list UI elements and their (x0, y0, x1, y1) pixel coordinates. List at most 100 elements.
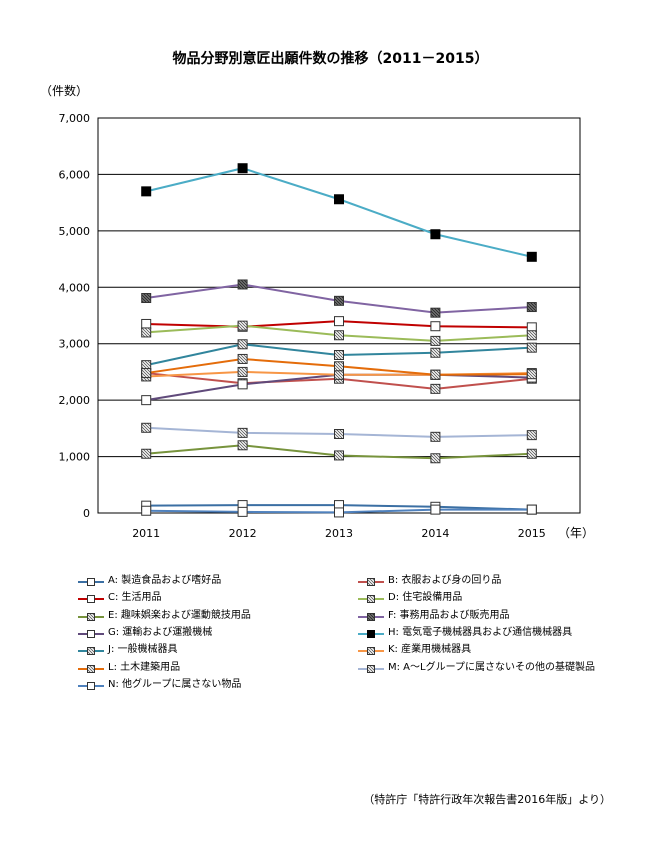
x-tick-label: 2011 (132, 527, 160, 540)
data-point (430, 347, 441, 358)
x-axis-unit-label: （年） (558, 526, 595, 540)
legend-marker (367, 612, 375, 621)
x-tick-label: 2015 (518, 527, 546, 540)
legend-swatch (358, 612, 384, 621)
data-point (526, 251, 537, 262)
series-11 (141, 422, 537, 442)
data-point (430, 369, 441, 380)
legend-marker (87, 647, 95, 656)
series-10 (141, 353, 537, 380)
chart-title: 物品分野別意匠出願件数の推移（2011－2015） (172, 51, 489, 67)
data-point (237, 440, 248, 451)
data-point (334, 369, 344, 380)
legend-marker (87, 681, 95, 690)
data-point (237, 163, 248, 174)
legend-swatch (358, 578, 384, 586)
series-4 (141, 440, 537, 464)
series-line (145, 167, 533, 258)
data-point (141, 186, 152, 197)
series-5 (141, 279, 537, 318)
data-point (334, 361, 344, 372)
legend-label: B: 衣服および身の回り品 (388, 575, 502, 586)
line-chart: 0 1,000 2,000 3,000 4,000 5,000 6,000 7,000 2011… (59, 112, 581, 540)
data-point (334, 450, 344, 461)
legend-swatch (78, 612, 104, 621)
legend-marker (367, 629, 375, 638)
y-tick-label: 6,000 (59, 168, 91, 181)
data-point (430, 504, 441, 515)
data-point (334, 330, 344, 341)
source-note: （特許庁「特許行政年次報告書2016年版」より） (363, 793, 611, 806)
legend-label: A: 製造食品および嗜好品 (108, 575, 222, 586)
data-point (237, 506, 248, 517)
y-tick-label: 3,000 (59, 338, 91, 351)
data-point (237, 353, 248, 364)
legend-marker (367, 664, 375, 673)
legend-swatch (78, 578, 104, 586)
legend-label: E: 趣味娯楽および運動競技用品 (108, 609, 251, 621)
data-point (237, 279, 248, 290)
data-point (141, 448, 152, 459)
data-point (237, 320, 248, 331)
y-tick-label: 5,000 (59, 225, 91, 238)
data-point (430, 307, 441, 318)
legend-swatch (78, 595, 104, 604)
x-tick-label: 2013 (325, 527, 353, 540)
legend-label: M: A～Lグループに属さないその他の基礎製品 (388, 661, 595, 673)
x-tick-label: 2012 (229, 527, 257, 540)
legend-marker (87, 629, 95, 638)
x-tick-label: 2014 (421, 527, 449, 540)
data-point (430, 431, 441, 442)
legend-marker (367, 647, 375, 656)
data-point (334, 350, 344, 360)
legend-swatch (358, 629, 384, 638)
y-tick-label: 2,000 (59, 394, 91, 407)
legend-label: H: 電気電子機械器具および通信機械器具 (388, 626, 573, 638)
data-point (237, 379, 248, 390)
legend-marker (367, 578, 375, 586)
data-point (430, 321, 441, 332)
y-tick-label: 4,000 (59, 281, 91, 294)
legend-label: J: 一般機械器具 (108, 644, 178, 656)
data-point (141, 293, 152, 304)
legend-swatch (78, 647, 104, 656)
data-point (141, 422, 152, 433)
legend-marker (87, 664, 95, 673)
data-point (237, 339, 248, 350)
legend-marker (87, 578, 95, 586)
data-point (526, 330, 537, 341)
data-point (237, 366, 248, 377)
legend-marker (87, 595, 95, 604)
data-point (430, 335, 441, 346)
data-point (526, 430, 537, 441)
data-point (141, 395, 152, 406)
data-point (334, 316, 344, 327)
data-point (526, 448, 537, 459)
series-lines (141, 163, 537, 518)
series-3 (141, 320, 537, 346)
data-point (526, 369, 537, 380)
data-point (526, 342, 537, 353)
data-point (526, 302, 537, 313)
legend-marker (367, 595, 375, 604)
data-point (141, 327, 152, 338)
legend-label: L: 土木建築用品 (108, 661, 181, 673)
legend-marker (87, 612, 95, 621)
legend-label: C: 生活用品 (108, 592, 162, 604)
legend-label: G: 運輸および運搬機械 (108, 626, 213, 638)
legend-label: D: 住宅設備用品 (388, 592, 463, 604)
series-7 (141, 163, 537, 262)
data-point (237, 427, 248, 438)
y-tick-label: 1,000 (59, 451, 91, 464)
legend-label: K: 産業用機械器具 (388, 644, 472, 656)
data-point (430, 383, 441, 394)
legend-label: F: 事務用品および販売用品 (388, 609, 510, 621)
legend-swatch (78, 664, 104, 673)
data-point (430, 229, 441, 240)
data-point (334, 507, 344, 518)
data-point (526, 504, 537, 515)
data-point (334, 194, 344, 205)
data-point (141, 505, 152, 516)
data-point (141, 368, 152, 379)
legend-swatch (78, 629, 104, 638)
